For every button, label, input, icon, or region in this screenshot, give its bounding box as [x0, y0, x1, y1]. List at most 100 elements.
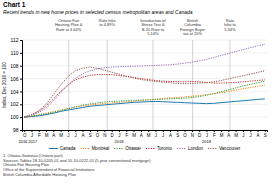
legend-swatch [208, 148, 217, 149]
tick-label: J [162, 133, 164, 138]
data-layer [24, 40, 265, 130]
footnote-line: British Columbia Affordable Housing Plan [3, 172, 76, 177]
annotation-line: 5.34% [224, 27, 236, 32]
legend-swatch [146, 148, 155, 149]
x-tick: J [67, 130, 69, 138]
grid-line [22, 117, 267, 118]
tick-label: J [250, 133, 252, 138]
x-tick: M [132, 130, 136, 138]
legend-label: Montréal [92, 146, 110, 151]
x-tick: A [169, 130, 172, 138]
tick-mark [221, 130, 222, 132]
tick-label: D [111, 133, 115, 138]
tick-label: M [59, 133, 63, 138]
chart-container: Chart 1Recent trends in new home prices … [0, 0, 273, 184]
tick-label: A [82, 133, 85, 138]
tick-mark [126, 130, 127, 132]
x-tick: O [23, 130, 27, 138]
grid-line [22, 91, 267, 92]
x-tick: J [118, 130, 120, 138]
tick-label: S [264, 133, 267, 138]
x-tick: J [250, 130, 252, 138]
tick-mark [20, 66, 22, 67]
y-tick: 104 [10, 89, 22, 95]
legend-item: Ottawa¹ [114, 146, 141, 151]
event-line [192, 40, 193, 130]
tick-label: 108 [10, 63, 19, 69]
tick-label: 102 [10, 101, 19, 107]
tick-label: M [147, 133, 151, 138]
tick-mark [39, 130, 40, 132]
tick-mark [170, 130, 171, 132]
y-tick: 102 [10, 101, 22, 107]
x-tick: J [75, 130, 77, 138]
axis-line [20, 41, 23, 131]
x-tick: F [38, 130, 41, 138]
tick-label: S [89, 133, 92, 138]
y-tick: 108 [10, 63, 22, 69]
tick-label: J [242, 133, 244, 138]
y-tick: 98 [13, 127, 22, 133]
x-tick: M [234, 130, 238, 138]
year-label: 2016 [18, 139, 28, 144]
x-tick: S [89, 130, 92, 138]
x-tick: N [103, 130, 106, 138]
series-line [24, 99, 265, 117]
tick-mark [83, 130, 84, 132]
tick-mark [250, 130, 251, 132]
year-label: 2018 [115, 139, 125, 144]
tick-label: N [103, 133, 106, 138]
tick-label: 104 [10, 89, 19, 95]
series-line [24, 67, 265, 117]
tick-label: 100 [10, 114, 19, 120]
tick-label: A [52, 133, 55, 138]
tick-mark [46, 130, 47, 132]
tick-mark [177, 130, 178, 132]
legend-label: London [188, 146, 204, 151]
year-label: 2017 [28, 139, 38, 144]
tick-mark [97, 130, 98, 132]
x-axis: OJFMAMJJASONDJFMAMJJASONDJFMAMJJAS [23, 130, 268, 138]
annotations: Ontario FairHousing Plan &Rate at 4.64% R… [55, 18, 237, 37]
tick-label: 112 [11, 37, 19, 43]
y-axis: 98 100 102 104 106 108 110 112 [10, 37, 22, 133]
y-tick: 100 [10, 114, 22, 120]
tick-mark [20, 40, 22, 41]
tick-label: A [169, 133, 172, 138]
legend-label: Toronto [157, 146, 173, 151]
tick-label: 98 [13, 127, 19, 133]
x-tick: M [147, 130, 151, 138]
legend-swatch [177, 148, 186, 149]
legend-item: Toronto [146, 146, 173, 151]
annotation: Ratehike to5.34% [224, 18, 237, 32]
tick-label: D [198, 133, 202, 138]
tick-mark [258, 130, 259, 132]
tick-mark [155, 130, 156, 132]
y-tick: 110 [11, 50, 22, 56]
tick-label: A [140, 133, 143, 138]
tick-label: A [257, 133, 260, 138]
x-tick: J [206, 130, 208, 138]
grid-line [22, 40, 267, 41]
tick-mark [228, 130, 229, 132]
x-tick: F [213, 130, 216, 138]
x-tick: O [183, 130, 187, 138]
y-tick: 106 [10, 76, 22, 82]
x-tick: A [82, 130, 85, 138]
legend-swatch [49, 148, 58, 149]
tick-mark [119, 130, 120, 132]
legend-label: Ottawa¹ [125, 146, 141, 151]
event-line [152, 40, 153, 130]
series-line [24, 81, 265, 117]
x-tick: S [264, 130, 267, 138]
x-tick: S [176, 130, 179, 138]
footnote: 1. Ottawa-Gatineau (Ontario part)Sources… [3, 153, 151, 177]
annotation: BritishColumbiaForeign Buyertax at 20% [180, 18, 206, 37]
tick-label: F [125, 133, 128, 138]
tick-label: 106 [10, 76, 19, 82]
legend-item: London [177, 146, 204, 151]
annotation: Ontario FairHousing Plan &Rate at 4.64% [55, 18, 83, 32]
tick-mark [20, 91, 22, 92]
legend-label: Vancouver [219, 146, 241, 151]
tick-label: S [176, 133, 179, 138]
